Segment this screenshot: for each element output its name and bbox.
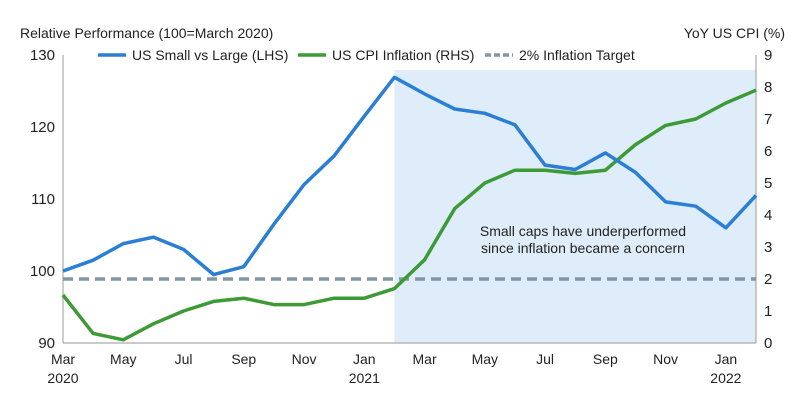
right-tick-label: 2 (764, 271, 772, 288)
right-tick-label: 4 (764, 207, 772, 224)
legend-label: 2% Inflation Target (519, 47, 635, 63)
x-tick-year: 2021 (349, 370, 380, 386)
small-vs-large-line (62, 75, 758, 277)
x-tick-label: Mar (51, 351, 75, 367)
right-tick-label: 3 (764, 239, 772, 256)
x-tick-label: Jan (353, 351, 376, 367)
x-tick-label: Mar (413, 351, 437, 367)
legend-label: US CPI Inflation (RHS) (332, 47, 474, 63)
right-tick-label: 0 (764, 335, 772, 352)
x-tick-label: Jul (175, 351, 193, 367)
left-axis-title: Relative Performance (100=March 2020) (20, 25, 273, 41)
x-tick-label: Nov (653, 351, 678, 367)
left-tick-label: 110 (31, 191, 55, 208)
x-tick-label: May (110, 351, 136, 367)
right-tick-label: 8 (764, 79, 772, 96)
x-tick-label: Sep (231, 351, 256, 367)
x-tick-label: May (472, 351, 498, 367)
left-tick-label: 120 (30, 119, 55, 136)
right-tick-label: 7 (764, 111, 772, 128)
left-tick-label: 90 (38, 335, 55, 352)
annotation-line-2: since inflation became a concern (481, 240, 685, 256)
shaded-region (394, 70, 756, 343)
x-tick-label: Jan (715, 351, 738, 367)
x-tick-year: 2020 (47, 370, 78, 386)
right-tick-label: 1 (764, 303, 772, 320)
legend-label: US Small vs Large (LHS) (132, 47, 288, 63)
x-tick-label: Nov (292, 351, 317, 367)
x-tick-label: Sep (593, 351, 618, 367)
right-tick-label: 5 (764, 175, 772, 192)
right-tick-label: 6 (764, 143, 772, 160)
cpi-inflation-line (61, 88, 757, 342)
right-tick-label: 9 (764, 47, 772, 64)
x-tick-label: Jul (536, 351, 554, 367)
left-tick-label: 130 (30, 47, 55, 64)
left-tick-label: 100 (30, 263, 55, 280)
annotation-line-1: Small caps have underperformed (480, 223, 686, 239)
x-tick-year: 2022 (710, 370, 741, 386)
right-axis-title: YoY US CPI (%) (684, 25, 785, 41)
